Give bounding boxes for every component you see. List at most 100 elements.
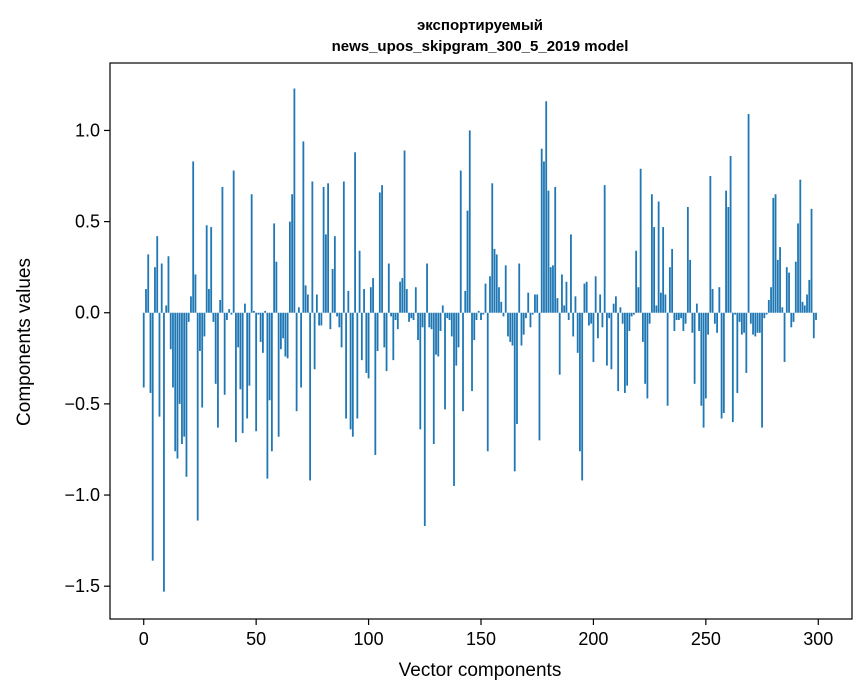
bar-85 bbox=[333, 236, 336, 313]
bar-32 bbox=[214, 312, 217, 384]
x-tick-label: 100 bbox=[354, 629, 384, 649]
bar-199 bbox=[590, 312, 593, 324]
bar-254 bbox=[713, 312, 716, 324]
bar-289 bbox=[792, 312, 795, 322]
bar-55 bbox=[266, 312, 269, 479]
bar-14 bbox=[174, 312, 177, 452]
bar-248 bbox=[700, 312, 703, 406]
bar-99 bbox=[365, 312, 368, 373]
bar-238 bbox=[677, 312, 680, 321]
bar-106 bbox=[381, 185, 383, 313]
bar-203 bbox=[599, 294, 602, 313]
bar-108 bbox=[385, 312, 388, 372]
bar-269 bbox=[747, 114, 750, 313]
bar-116 bbox=[403, 150, 406, 313]
bar-175 bbox=[536, 294, 539, 313]
bar-284 bbox=[781, 307, 784, 313]
bar-42 bbox=[237, 312, 240, 348]
bar-298 bbox=[812, 312, 815, 339]
bar-216 bbox=[628, 312, 631, 331]
bar-73 bbox=[306, 294, 309, 313]
bar-176 bbox=[538, 312, 541, 441]
bar-30 bbox=[210, 227, 213, 313]
bar-169 bbox=[522, 312, 525, 335]
bar-162 bbox=[507, 312, 509, 337]
bar-227 bbox=[653, 227, 656, 313]
bar-166 bbox=[516, 312, 518, 424]
bar-153 bbox=[486, 312, 489, 452]
bar-205 bbox=[603, 185, 606, 313]
bar-249 bbox=[702, 312, 705, 428]
bar-65 bbox=[288, 221, 291, 313]
bar-171 bbox=[527, 292, 530, 313]
bar-280 bbox=[772, 197, 775, 313]
bar-275 bbox=[761, 312, 763, 428]
bar-131 bbox=[437, 312, 440, 357]
bar-294 bbox=[803, 305, 806, 313]
bar-214 bbox=[624, 312, 626, 393]
bar-45 bbox=[244, 303, 246, 313]
bar-48 bbox=[250, 194, 253, 313]
bar-234 bbox=[668, 267, 671, 313]
bar-195 bbox=[581, 312, 584, 481]
bar-121 bbox=[414, 287, 417, 313]
bar-233 bbox=[666, 312, 669, 406]
bar-156 bbox=[493, 248, 496, 313]
bar-237 bbox=[675, 312, 678, 321]
bar-41 bbox=[235, 312, 237, 443]
bar-92 bbox=[349, 312, 352, 430]
y-tick-label: −1.0 bbox=[64, 485, 100, 505]
bar-124 bbox=[421, 312, 424, 328]
bar-263 bbox=[734, 312, 736, 315]
bar-297 bbox=[810, 208, 813, 313]
bar-123 bbox=[419, 312, 422, 430]
bar-47 bbox=[248, 312, 251, 386]
bar-158 bbox=[498, 287, 500, 313]
bar-57 bbox=[270, 312, 273, 452]
bar-18 bbox=[183, 312, 186, 437]
bar-89 bbox=[342, 181, 345, 313]
bar-287 bbox=[788, 272, 790, 313]
bar-142 bbox=[462, 312, 464, 412]
x-tick-label: 50 bbox=[246, 629, 266, 649]
bar-144 bbox=[466, 210, 469, 313]
bar-122 bbox=[417, 312, 419, 341]
bar-69 bbox=[297, 307, 300, 313]
plot-frame bbox=[109, 62, 853, 620]
bar-94 bbox=[354, 152, 356, 313]
bar-209 bbox=[612, 303, 615, 313]
bar-191 bbox=[572, 312, 575, 337]
bar-84 bbox=[331, 268, 334, 313]
bar-115 bbox=[401, 278, 404, 313]
bar-105 bbox=[378, 192, 381, 313]
bar-17 bbox=[181, 312, 183, 444]
bar-13 bbox=[172, 312, 174, 388]
bar-127 bbox=[428, 312, 431, 328]
bar-86 bbox=[336, 312, 338, 317]
bar-40 bbox=[232, 170, 235, 313]
bar-274 bbox=[758, 312, 761, 333]
bar-141 bbox=[459, 170, 462, 313]
bar-74 bbox=[309, 312, 312, 481]
bar-251 bbox=[707, 312, 709, 335]
bar-146 bbox=[471, 312, 473, 392]
x-axis-label: Vector components bbox=[399, 660, 562, 681]
bar-159 bbox=[500, 301, 503, 313]
x-tick-label: 250 bbox=[691, 629, 721, 649]
bar-112 bbox=[394, 312, 397, 321]
bar-276 bbox=[763, 312, 766, 319]
bar-272 bbox=[754, 312, 757, 337]
bar-113 bbox=[396, 312, 399, 330]
bar-224 bbox=[646, 312, 649, 399]
bar-172 bbox=[529, 312, 532, 328]
bar-76 bbox=[313, 312, 316, 370]
bar-164 bbox=[511, 312, 514, 346]
bar-147 bbox=[473, 312, 476, 341]
bar-90 bbox=[345, 312, 347, 419]
bar-16 bbox=[178, 312, 181, 404]
bar-139 bbox=[455, 312, 458, 366]
bar-37 bbox=[226, 312, 228, 321]
bar-31 bbox=[212, 312, 215, 322]
bar-220 bbox=[637, 287, 640, 313]
bar-218 bbox=[633, 312, 635, 315]
